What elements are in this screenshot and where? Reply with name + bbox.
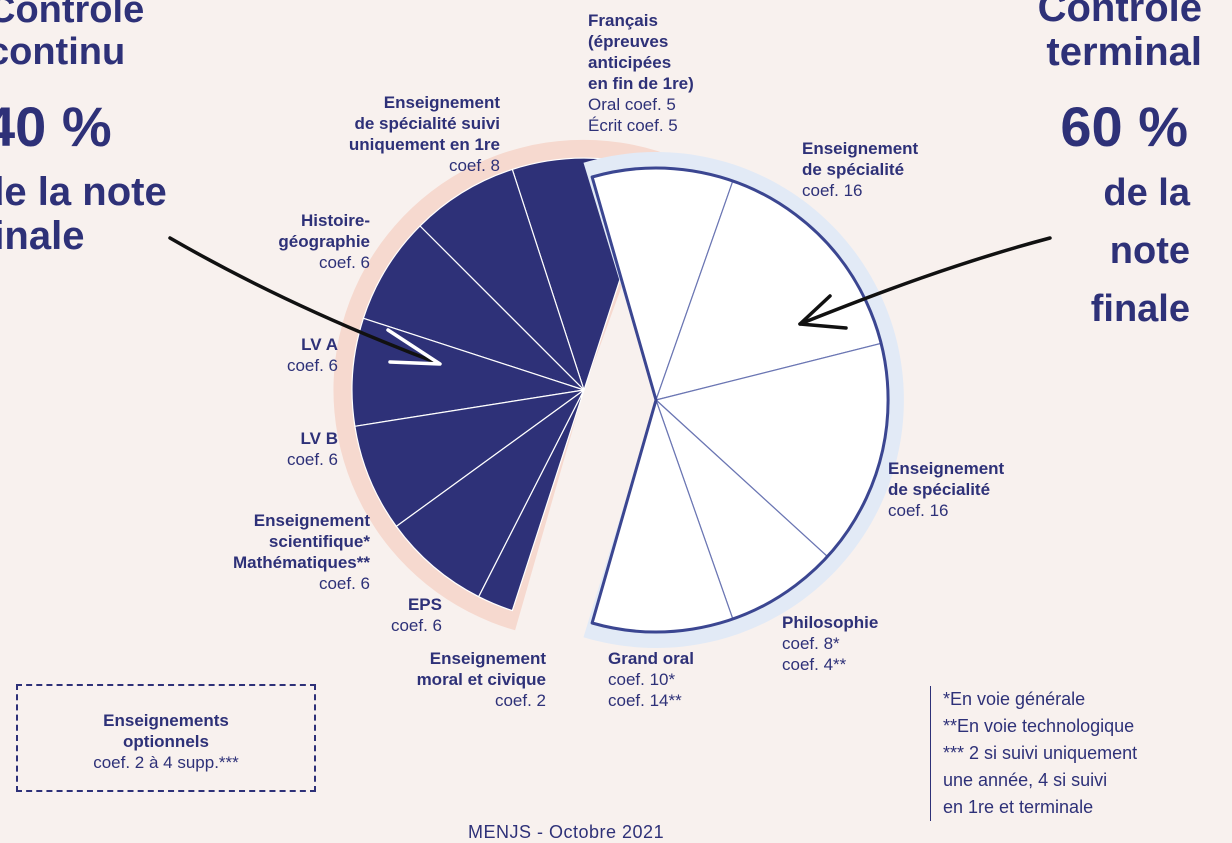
label-ens-scientifique: Enseignement scientifique* Mathématiques…	[233, 510, 370, 594]
label-coef: coef. 8*	[782, 634, 840, 653]
optional-title-line2: optionnels	[123, 732, 209, 751]
label-text: de spécialité	[802, 160, 905, 179]
label-lvb: LV B coef. 6	[287, 428, 338, 470]
label-text: Enseignement	[253, 511, 370, 530]
label-coef: coef. 6	[390, 616, 442, 635]
label-text: EPS	[407, 595, 442, 614]
controle-terminal-percent: 60 %	[1060, 95, 1188, 158]
label-text: uniquement en 1re	[348, 135, 500, 154]
label-text: (épreuves	[588, 32, 669, 51]
label-coef: Oral coef. 5	[588, 95, 676, 114]
label-francais: Français (épreuves anticipées en fin de …	[588, 10, 694, 136]
footnote: *En voie générale	[943, 689, 1086, 709]
label-text: Enseignement	[888, 459, 1005, 478]
label-text: Enseignement	[429, 649, 546, 668]
footnote: en 1re et terminale	[943, 797, 1094, 817]
footnote: une année, 4 si suivi	[943, 770, 1108, 790]
label-coef: coef. 6	[286, 356, 338, 375]
controle-terminal-title: Contrôle terminal	[1038, 0, 1202, 74]
label-text: de spécialité	[888, 480, 991, 499]
label-text: Enseignement	[802, 139, 919, 158]
label-coef: coef. 10*	[608, 670, 676, 689]
label-specialite-1re: Enseignement de spécialité suivi uniquem…	[349, 92, 500, 176]
footnote: *** 2 si suivi uniquement	[943, 743, 1138, 763]
label-text: moral et civique	[416, 670, 546, 689]
label-text: Grand oral	[608, 649, 694, 668]
label-coef: coef. 4**	[782, 655, 847, 674]
label-text: LV A	[301, 335, 338, 354]
optional-courses-box: Enseignements optionnels coef. 2 à 4 sup…	[16, 684, 316, 792]
controle-continu-title: Contrôle continu	[0, 0, 144, 74]
label-histoire-geo: Histoire- géographie coef. 6	[278, 210, 370, 273]
label-text: Enseignement	[383, 93, 500, 112]
footnote: **En voie technologique	[943, 716, 1135, 736]
label-text: en fin de 1re)	[588, 74, 694, 93]
pie-slice-left-5	[395, 389, 585, 598]
label-text: de spécialité suivi	[354, 114, 500, 133]
label-emc: Enseignement moral et civique coef. 2	[417, 648, 546, 711]
controle-continu-percent: 40 %	[0, 95, 112, 158]
optional-courses-label: Enseignements optionnels coef. 2 à 4 sup…	[18, 710, 314, 773]
controle-terminal-subtitle: de la note finale	[1091, 164, 1190, 338]
label-text: anticipées	[588, 53, 672, 72]
pie-slice-left-4	[354, 389, 585, 527]
arrow-left-head	[386, 328, 442, 366]
label-coef: coef. 6	[318, 574, 370, 593]
label-text: Mathématiques**	[233, 553, 370, 572]
footnotes: *En voie générale **En voie technologiqu…	[930, 686, 1137, 821]
label-text: LV B	[300, 429, 338, 448]
optional-coef: coef. 2 à 4 supp.***	[93, 753, 239, 772]
right-title-line1: Contrôle	[1037, 0, 1202, 30]
label-coef: Écrit coef. 5	[588, 116, 678, 135]
right-subtitle-line2: note	[1109, 230, 1190, 272]
label-coef: coef. 6	[286, 450, 338, 469]
arrow-right-line	[798, 236, 1052, 326]
label-specialite-2: Enseignement de spécialité coef. 16	[888, 458, 1004, 521]
label-specialite-1: Enseignement de spécialité coef. 16	[802, 138, 918, 201]
label-coef: coef. 2	[494, 691, 546, 710]
label-lva: LV A coef. 6	[287, 334, 338, 376]
source-credit: MENJS - Octobre 2021	[468, 822, 665, 842]
pie-slice-left-6	[478, 389, 585, 612]
label-coef: coef. 16	[888, 501, 949, 520]
label-text: Histoire-	[301, 211, 370, 230]
controle-continu-subtitle: de la note finale	[0, 170, 167, 258]
right-subtitle-line3: finale	[1090, 288, 1190, 330]
label-text: scientifique*	[268, 532, 370, 551]
label-text: Philosophie	[782, 613, 879, 632]
left-title-line2: continu	[0, 30, 126, 73]
label-coef: coef. 16	[802, 181, 863, 200]
pie-slice-left-1	[419, 168, 585, 391]
label-philosophie: Philosophie coef. 8* coef. 4**	[782, 612, 878, 675]
label-text: Français	[588, 11, 658, 30]
left-subtitle-line2: finale	[0, 214, 85, 258]
label-coef: coef. 8	[448, 156, 500, 175]
left-title-line1: Contrôle	[0, 0, 145, 31]
label-coef: coef. 14**	[608, 691, 682, 710]
arrow-left-line	[168, 236, 442, 366]
arrow-right-head	[798, 294, 848, 330]
label-coef: coef. 6	[318, 253, 370, 272]
left-subtitle-line1: de la note	[0, 170, 167, 214]
pie-slice-left-2	[362, 225, 585, 391]
label-grand-oral: Grand oral coef. 10* coef. 14**	[608, 648, 694, 711]
optional-title-line1: Enseignements	[103, 711, 229, 730]
right-title-line2: terminal	[1046, 30, 1202, 74]
right-subtitle-line1: de la	[1103, 172, 1190, 214]
label-text: géographie	[278, 232, 370, 251]
right-group-outline	[590, 166, 890, 634]
label-eps: EPS coef. 6	[391, 594, 442, 636]
